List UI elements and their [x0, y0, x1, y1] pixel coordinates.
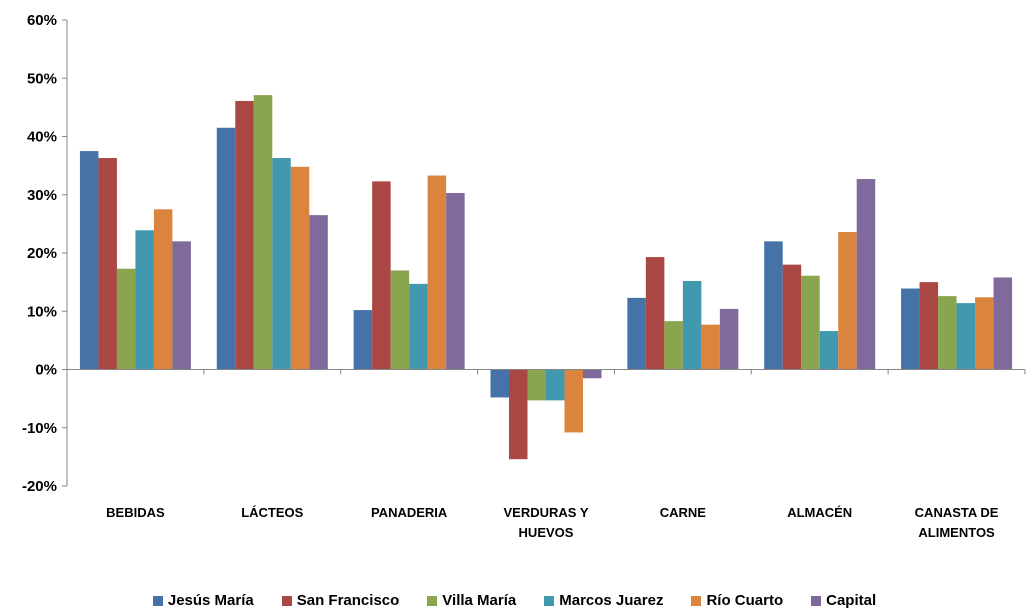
legend-swatch: [427, 595, 438, 606]
x-tick-label: HUEVOS: [519, 525, 574, 540]
legend-item: Villa María: [427, 592, 516, 609]
legend-swatch: [691, 595, 702, 606]
bar: [975, 297, 994, 370]
legend-label: San Francisco: [296, 592, 400, 609]
y-tick-label: 50%: [27, 70, 57, 87]
legend-swatch: [811, 595, 822, 606]
legend-label: Villa María: [442, 592, 517, 609]
bar: [664, 321, 683, 370]
bar: [309, 215, 328, 370]
bar: [290, 166, 310, 370]
bar: [490, 369, 509, 398]
bar: [509, 369, 528, 460]
x-tick-label: ALMACÉN: [787, 505, 852, 520]
bar: [645, 257, 665, 370]
legend-label: Marcos Juarez: [559, 592, 664, 609]
bar: [546, 369, 565, 401]
x-tick-label: ALIMENTOS: [918, 525, 995, 540]
bar: [564, 369, 583, 433]
bar: [838, 232, 857, 370]
x-tick-label: CARNE: [660, 505, 707, 520]
x-tick-label: PANADERIA: [371, 505, 448, 520]
bar: [427, 175, 447, 370]
legend-item: Capital: [811, 592, 876, 609]
bar: [682, 280, 702, 370]
y-tick-label: -20%: [22, 478, 57, 495]
y-tick-label: 60%: [27, 12, 57, 29]
bar: [98, 158, 117, 370]
bar: [216, 127, 236, 370]
bar: [919, 282, 939, 370]
x-tick-label: LÁCTEOS: [241, 505, 303, 520]
bar: [409, 283, 428, 370]
bar: [856, 179, 876, 370]
bar: [764, 241, 783, 370]
legend-label: Río Cuarto: [706, 592, 784, 609]
bar: [956, 303, 976, 370]
legend-label: Jesús María: [167, 592, 254, 609]
bar-chart: -20% -10% 0% 10% 20% 30% 40% 50% 60% BEBIDAS LÁCTE…: [22, 12, 1026, 540]
bar: [627, 297, 646, 370]
bar: [801, 275, 820, 370]
legend: Jesús María San Francisco Villa María Marco…: [0, 592, 1029, 609]
bar: [390, 270, 410, 370]
bar: [993, 277, 1013, 370]
legend-swatch: [281, 595, 292, 606]
legend-item: Río Cuarto: [691, 592, 783, 609]
bar: [446, 193, 465, 370]
bar: [116, 268, 136, 370]
bar: [79, 151, 99, 370]
bar: [938, 296, 957, 370]
bar: [583, 369, 602, 379]
bar: [135, 230, 154, 370]
legend-item: Jesús María: [152, 592, 254, 609]
bar: [172, 241, 191, 370]
y-tick-label: 30%: [27, 187, 57, 204]
bar: [701, 324, 720, 370]
y-tick-label: -10%: [22, 420, 57, 437]
bar: [253, 95, 273, 370]
bar: [153, 209, 173, 370]
legend-item: Marcos Juarez: [544, 592, 663, 609]
bar: [901, 288, 920, 370]
bar: [782, 264, 802, 370]
y-tick-label: 40%: [27, 129, 57, 146]
legend-swatch: [152, 595, 163, 606]
bar: [272, 158, 291, 370]
x-tick-label: VERDURAS Y: [503, 505, 588, 520]
bar: [527, 369, 546, 401]
y-tick-label: 0%: [35, 362, 57, 379]
legend-swatch: [544, 595, 555, 606]
bar: [372, 181, 391, 370]
bar: [719, 308, 739, 370]
legend-label: Capital: [826, 592, 877, 609]
y-tick-label: 20%: [27, 245, 57, 262]
x-tick-label: BEBIDAS: [106, 505, 165, 520]
legend-item: San Francisco: [281, 592, 400, 609]
y-tick-label: 10%: [27, 303, 57, 320]
x-tick-label: CANASTA DE: [915, 505, 999, 520]
bar: [353, 310, 373, 370]
bar: [235, 100, 254, 370]
bar: [819, 331, 839, 370]
